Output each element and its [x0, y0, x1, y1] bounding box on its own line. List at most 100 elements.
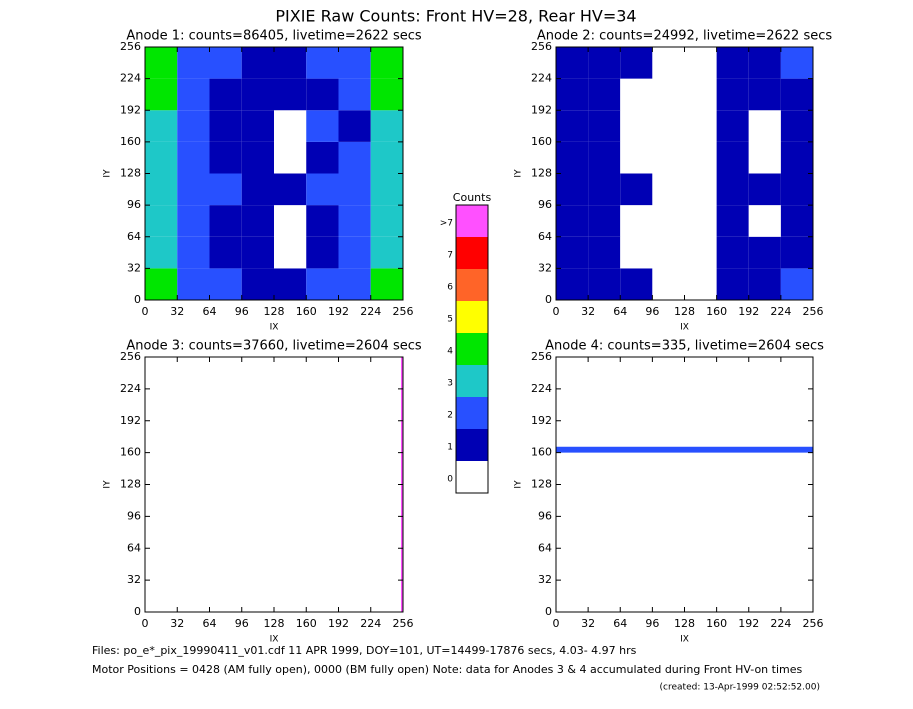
- heatmap-cell: [780, 205, 813, 237]
- heatmap-cell: [274, 141, 307, 174]
- x-tick-label: 160: [296, 305, 317, 318]
- heatmap-cell: [716, 47, 749, 79]
- heatmap-cell: [241, 205, 274, 237]
- heatmap-cell: [306, 47, 339, 79]
- colorbar-label: 2: [447, 411, 453, 421]
- y-tick-label: 0: [134, 293, 141, 306]
- heatmap-cell: [338, 110, 371, 142]
- heatmap-cell: [370, 236, 403, 269]
- y-tick-label: 96: [538, 198, 552, 211]
- heatmap-cell: [716, 78, 749, 111]
- heatmap-cell: [209, 205, 242, 237]
- heatmap-cell: [684, 110, 717, 142]
- heatmap-cell: [338, 47, 371, 79]
- heatmap-cell: [652, 47, 685, 79]
- heatmap-cell: [620, 141, 653, 174]
- heatmap-cell: [588, 173, 621, 206]
- footer-files: Files: po_e*_pix_19990411_v01.cdf 11 APR…: [92, 644, 637, 657]
- heatmap-cell: [588, 236, 621, 269]
- x-tick-label: 64: [203, 305, 217, 318]
- y-tick-label: 32: [538, 261, 552, 274]
- heatmap-cell: [177, 141, 210, 174]
- heatmap-cell: [177, 78, 210, 111]
- heatmap-cell: [556, 173, 589, 206]
- x-tick-label: 64: [613, 617, 627, 630]
- x-tick-label: 0: [553, 617, 560, 630]
- x-tick-label: 224: [360, 617, 381, 630]
- x-tick-label: 32: [581, 617, 595, 630]
- x-tick-label: 0: [553, 305, 560, 318]
- colorbar-swatch: [456, 237, 488, 269]
- y-tick-label: 192: [531, 414, 552, 427]
- x-axis-label: IX: [270, 323, 279, 333]
- heatmap-cell: [370, 78, 403, 111]
- heatmap-cell: [748, 268, 781, 300]
- heatmap-cell: [177, 110, 210, 142]
- heatmap-cell: [556, 452, 813, 612]
- heatmap-cell: [338, 141, 371, 174]
- heatmap-cell: [556, 205, 589, 237]
- heatmap-cell: [370, 173, 403, 206]
- y-tick-label: 256: [531, 350, 552, 363]
- heatmap-cell: [748, 47, 781, 79]
- y-tick-label: 96: [127, 509, 141, 522]
- heatmap-cell: [556, 110, 589, 142]
- heatmap-cell: [652, 141, 685, 174]
- heatmap-cell: [652, 268, 685, 300]
- heatmap-cell: [177, 236, 210, 269]
- colorbar-swatch: [456, 429, 488, 461]
- heatmap-cell: [684, 236, 717, 269]
- heatmap-cell: [748, 110, 781, 142]
- heatmap-cell: [306, 110, 339, 142]
- heatmap-cell: [241, 173, 274, 206]
- x-tick-label: 256: [393, 305, 414, 318]
- y-tick-label: 128: [531, 167, 552, 180]
- heatmap-cell: [588, 205, 621, 237]
- heatmap-cell: [652, 110, 685, 142]
- heatmap-cell: [209, 110, 242, 142]
- colorbar-title: Counts: [453, 191, 492, 204]
- colorbar-label: 4: [447, 347, 453, 357]
- heatmap-cell: [209, 173, 242, 206]
- colorbar-label: 5: [447, 315, 453, 325]
- x-tick-label: 192: [738, 617, 759, 630]
- y-axis-label: IY: [103, 480, 113, 489]
- heatmap-cell: [716, 141, 749, 174]
- y-tick-label: 192: [120, 414, 141, 427]
- x-tick-label: 32: [170, 305, 184, 318]
- figure-title: PIXIE Raw Counts: Front HV=28, Rear HV=3…: [275, 7, 636, 26]
- colorbar-swatch: [456, 205, 488, 237]
- heatmap-cell: [684, 268, 717, 300]
- x-tick-label: 96: [645, 305, 659, 318]
- heatmap-cell: [209, 141, 242, 174]
- heatmap-cell: [338, 236, 371, 269]
- y-tick-label: 160: [120, 135, 141, 148]
- heatmap-cell: [620, 268, 653, 300]
- x-tick-label: 128: [264, 305, 285, 318]
- x-tick-label: 128: [674, 617, 695, 630]
- x-axis-label: IX: [680, 635, 689, 645]
- x-tick-label: 256: [803, 617, 824, 630]
- heatmap-cell: [588, 141, 621, 174]
- heatmap-cell: [241, 78, 274, 111]
- heatmap-cell: [274, 47, 307, 79]
- colorbar-swatch: [456, 269, 488, 301]
- x-tick-label: 192: [328, 305, 349, 318]
- heatmap-cell: [716, 205, 749, 237]
- heatmap-cell: [684, 47, 717, 79]
- x-tick-label: 0: [142, 305, 149, 318]
- heatmap-cell: [716, 173, 749, 206]
- y-tick-label: 128: [531, 478, 552, 491]
- y-tick-label: 224: [120, 72, 141, 85]
- colorbar-swatch: [456, 333, 488, 365]
- colorbar-label: 7: [447, 251, 453, 261]
- heatmap-cell: [306, 268, 339, 300]
- heatmap-cell: [748, 78, 781, 111]
- y-tick-label: 256: [120, 40, 141, 53]
- x-tick-label: 96: [645, 617, 659, 630]
- x-tick-label: 96: [235, 305, 249, 318]
- colorbar-frame: [455, 204, 489, 494]
- panel-title: Anode 3: counts=37660, livetime=2604 sec…: [126, 339, 422, 354]
- heatmap-cell: [145, 78, 178, 111]
